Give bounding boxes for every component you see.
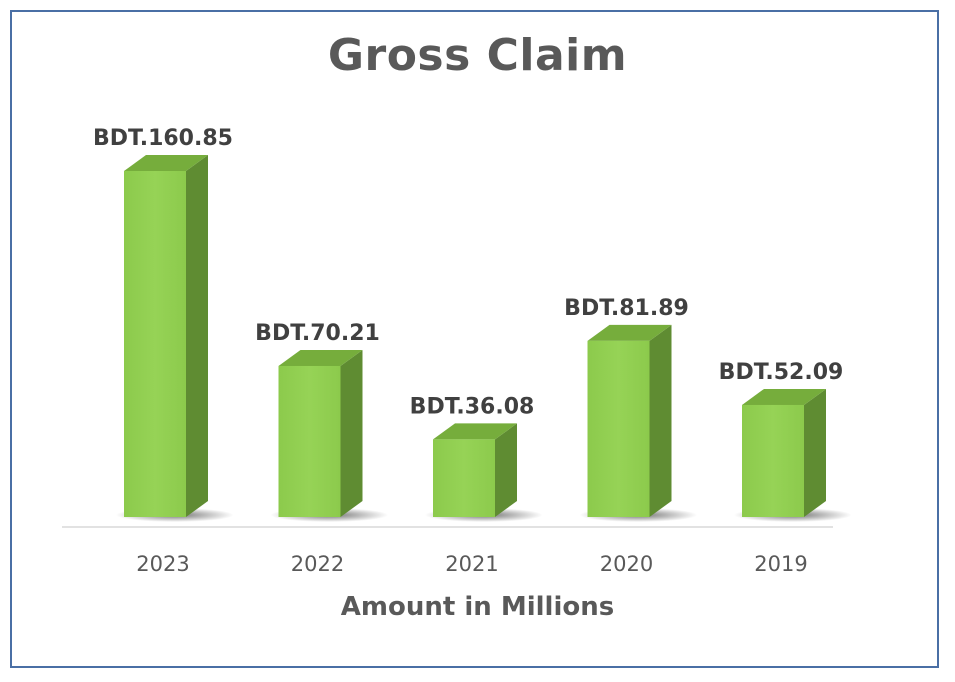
data-label-2019: BDT.52.09 [719, 360, 844, 385]
data-label-2023: BDT.160.85 [93, 126, 233, 151]
bar-top-2020 [587, 324, 672, 341]
bar-series: BDT.160.85 BDT.70.21 BDT.36.08 BDT.81.89 BDT… [93, 126, 852, 522]
bar-front-2023 [124, 171, 186, 517]
bar-top-2022 [278, 349, 363, 366]
x-axis-tick-labels: 2023 2022 2021 2020 2019 [136, 552, 807, 576]
bar-front-2019 [742, 404, 804, 517]
bar-front-2022 [278, 365, 341, 517]
bar-side-2021 [495, 423, 517, 517]
data-label-2022: BDT.70.21 [255, 321, 380, 346]
x-tick-label-2023: 2023 [136, 552, 189, 576]
bar-top-2021 [433, 423, 517, 440]
bar-2023: BDT.160.85 [93, 126, 234, 522]
data-label-2020: BDT.81.89 [564, 296, 689, 321]
x-tick-label-2022: 2022 [291, 552, 344, 576]
chart-title: Gross Claim [327, 30, 628, 81]
bar-top-2023 [124, 155, 208, 171]
bar-side-2023 [186, 155, 208, 517]
bar-front-2020 [587, 340, 650, 517]
x-tick-label-2021: 2021 [445, 552, 498, 576]
x-axis-title: Amount in Millions [340, 592, 615, 622]
bar-2019: BDT.52.09 [719, 360, 852, 522]
bar-2022: BDT.70.21 [255, 321, 389, 522]
bar-2021: BDT.36.08 [410, 394, 543, 522]
bar-top-2019 [742, 388, 826, 405]
x-tick-label-2020: 2020 [600, 552, 653, 576]
bar-side-2020 [649, 324, 672, 517]
bar-side-2019 [804, 388, 826, 517]
data-label-2021: BDT.36.08 [410, 394, 535, 419]
bar-front-2021 [433, 439, 495, 517]
bar-2020: BDT.81.89 [564, 296, 698, 522]
x-tick-label-2019: 2019 [754, 552, 807, 576]
bar-side-2022 [340, 349, 363, 517]
